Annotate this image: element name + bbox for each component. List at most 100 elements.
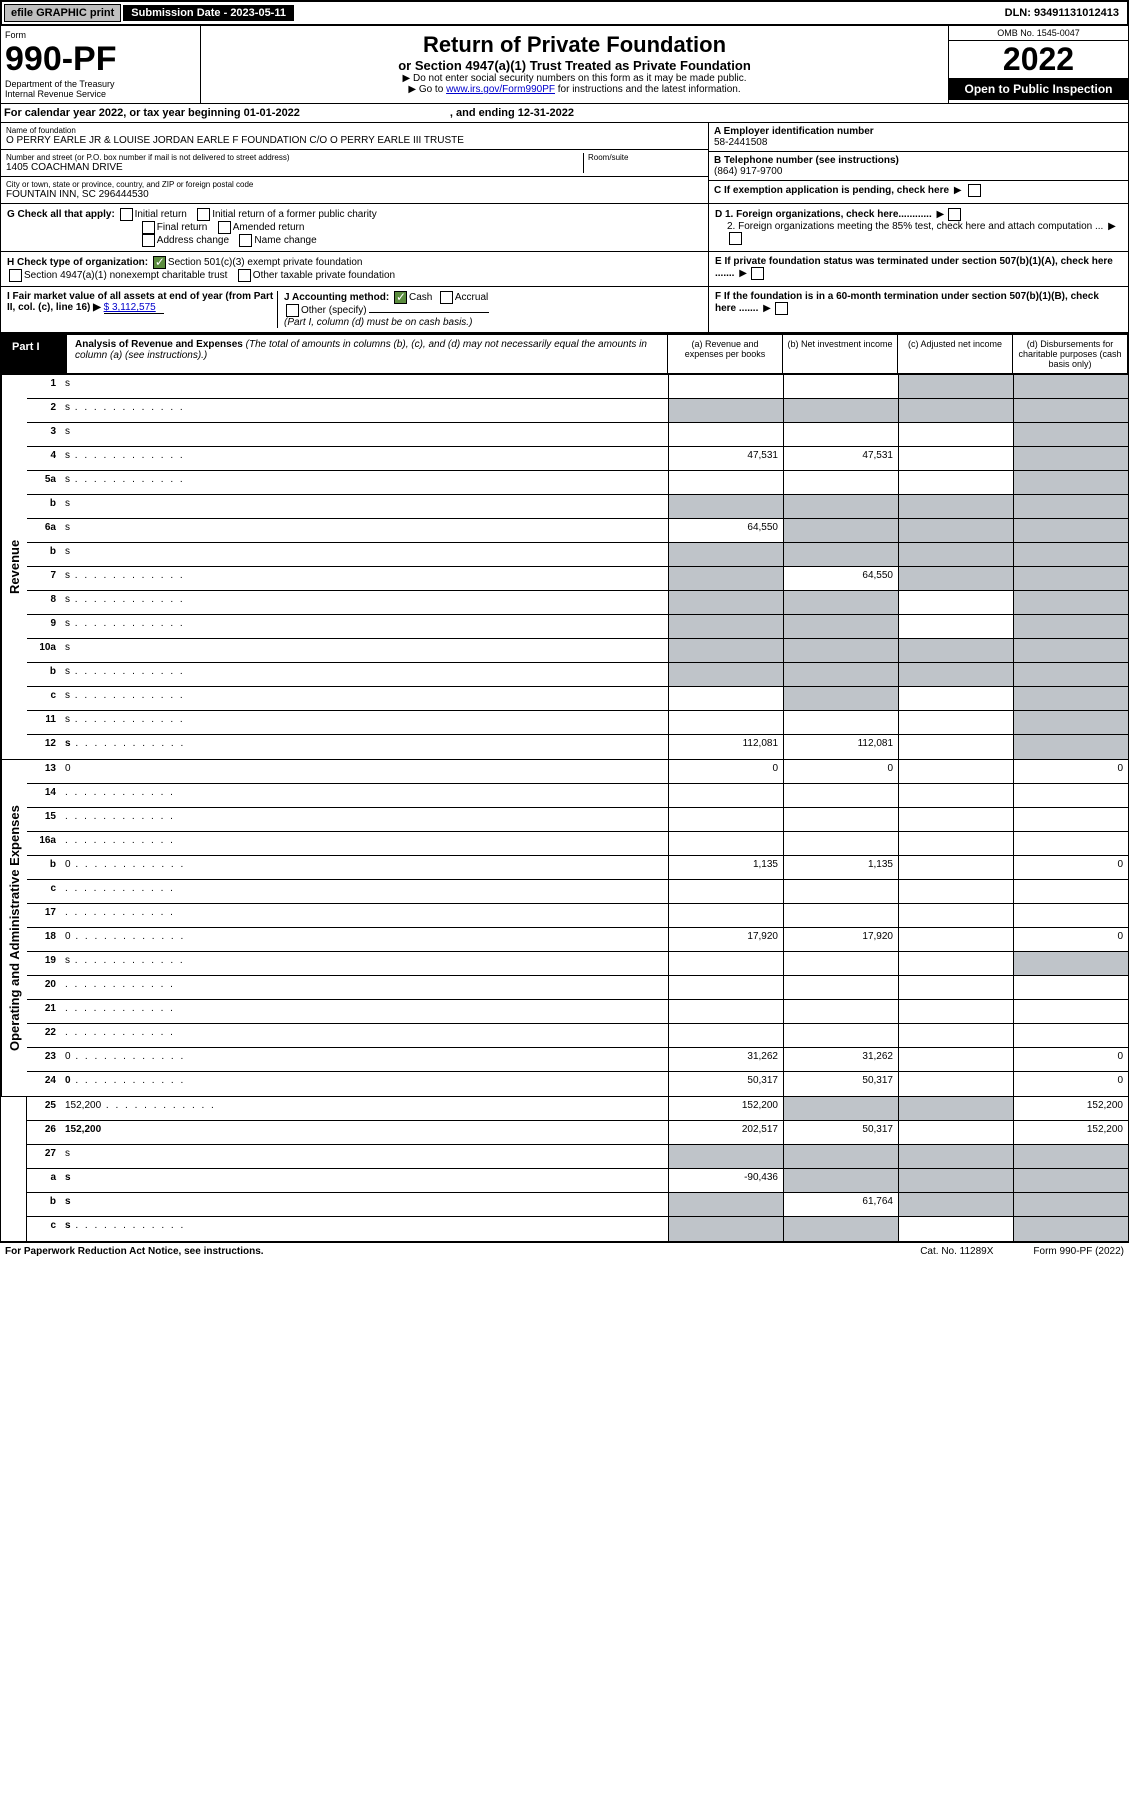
- cell-d: 0: [1013, 856, 1128, 879]
- row-desc: 0: [61, 760, 668, 783]
- row-num: 2: [27, 399, 61, 422]
- cash-chk[interactable]: [394, 291, 407, 304]
- footer-cat: Cat. No. 11289X: [920, 1246, 993, 1257]
- revenue-section: Revenue 1 s 2 s 3 s 4 s 47,53147,531 5a …: [0, 375, 1129, 760]
- omb: OMB No. 1545-0047: [949, 26, 1128, 41]
- g-opt-1: Initial return of a former public charit…: [212, 209, 377, 220]
- table-row: a s -90,436: [27, 1169, 1128, 1193]
- cell-d: [1013, 615, 1128, 638]
- cell-b: [783, 904, 898, 927]
- cell-a: [668, 1024, 783, 1047]
- cell-b: 50,317: [783, 1072, 898, 1096]
- table-row: b 0 1,1351,1350: [27, 856, 1128, 880]
- row-desc: 152,200: [61, 1121, 668, 1144]
- irs: Internal Revenue Service: [5, 89, 196, 99]
- cell-b: [783, 711, 898, 734]
- row-num: c: [27, 687, 61, 710]
- cell-d: [1013, 976, 1128, 999]
- foundation-name: O PERRY EARLE JR & LOUISE JORDAN EARLE F…: [6, 135, 703, 146]
- form-number: 990-PF: [5, 40, 196, 79]
- cell-a: [668, 687, 783, 710]
- row-desc: s: [61, 375, 668, 398]
- address-change-chk[interactable]: [142, 234, 155, 247]
- cell-b: [783, 495, 898, 518]
- row-desc: s: [61, 495, 668, 518]
- row-desc: s: [61, 591, 668, 614]
- c-label: C If exemption application is pending, c…: [714, 185, 949, 196]
- cell-a: 64,550: [668, 519, 783, 542]
- h1-chk[interactable]: [153, 256, 166, 269]
- amended-chk[interactable]: [218, 221, 231, 234]
- dept: Department of the Treasury: [5, 79, 196, 89]
- h2-text: Section 4947(a)(1) nonexempt charitable …: [24, 270, 227, 281]
- name-change-chk[interactable]: [239, 234, 252, 247]
- row-desc: [61, 880, 668, 903]
- h2-chk[interactable]: [9, 269, 22, 282]
- cell-b: [783, 832, 898, 855]
- row-num: 26: [27, 1121, 61, 1144]
- table-row: 23 0 31,26231,2620: [27, 1048, 1128, 1072]
- d1-chk[interactable]: [948, 208, 961, 221]
- open-public: Open to Public Inspection: [949, 78, 1128, 100]
- cell-d: [1013, 784, 1128, 807]
- f-chk[interactable]: [775, 302, 788, 315]
- cell-b: [783, 1000, 898, 1023]
- table-row: 13 0 000: [27, 760, 1128, 784]
- form-subtitle: or Section 4947(a)(1) Trust Treated as P…: [207, 58, 942, 73]
- cell-a: [668, 471, 783, 494]
- cell-c: [898, 519, 1013, 542]
- row-num: b: [27, 495, 61, 518]
- cell-c: [898, 591, 1013, 614]
- cell-c: [898, 375, 1013, 398]
- cell-b: [783, 1024, 898, 1047]
- col-c-hdr: (c) Adjusted net income: [897, 335, 1012, 373]
- row-num: 13: [27, 760, 61, 783]
- initial-return-chk[interactable]: [120, 208, 133, 221]
- cell-c: [898, 904, 1013, 927]
- row-num: 22: [27, 1024, 61, 1047]
- efile-btn[interactable]: efile GRAPHIC print: [4, 4, 121, 22]
- cell-d: [1013, 832, 1128, 855]
- col-a-hdr: (a) Revenue and expenses per books: [667, 335, 782, 373]
- cell-d: [1013, 471, 1128, 494]
- cell-a: 31,262: [668, 1048, 783, 1071]
- col-b-hdr: (b) Net investment income: [782, 335, 897, 373]
- cell-b: [783, 1097, 898, 1120]
- row-num: 16a: [27, 832, 61, 855]
- h1-text: Section 501(c)(3) exempt private foundat…: [168, 257, 363, 268]
- final-return-chk[interactable]: [142, 221, 155, 234]
- row-desc: s: [61, 567, 668, 590]
- fmv-value[interactable]: $ 3,112,575: [104, 302, 164, 314]
- h3-chk[interactable]: [238, 269, 251, 282]
- table-row: 4 s 47,53147,531: [27, 447, 1128, 471]
- cell-c: [898, 711, 1013, 734]
- cell-c: [898, 1193, 1013, 1216]
- cell-a: 50,317: [668, 1072, 783, 1096]
- cell-d: 0: [1013, 1072, 1128, 1096]
- row-desc: s: [61, 1193, 668, 1216]
- totals-section: 25 152,200 152,200152,200 26 152,200 202…: [0, 1097, 1129, 1242]
- cell-b: 17,920: [783, 928, 898, 951]
- footer-form: Form 990-PF (2022): [1033, 1246, 1124, 1257]
- e-chk[interactable]: [751, 267, 764, 280]
- cell-d: [1013, 735, 1128, 759]
- row-num: 25: [27, 1097, 61, 1120]
- cell-d: [1013, 1217, 1128, 1241]
- cell-c: [898, 784, 1013, 807]
- cell-b: 61,764: [783, 1193, 898, 1216]
- other-chk[interactable]: [286, 304, 299, 317]
- d2-chk[interactable]: [729, 232, 742, 245]
- d2-label: 2. Foreign organizations meeting the 85%…: [727, 221, 1103, 232]
- accrual-chk[interactable]: [440, 291, 453, 304]
- irs-link[interactable]: www.irs.gov/Form990PF: [446, 84, 555, 95]
- cell-b: [783, 639, 898, 662]
- table-row: b s: [27, 663, 1128, 687]
- table-row: 11 s: [27, 711, 1128, 735]
- initial-former-chk[interactable]: [197, 208, 210, 221]
- table-row: c s: [27, 687, 1128, 711]
- c-checkbox[interactable]: [968, 184, 981, 197]
- row-num: 9: [27, 615, 61, 638]
- cell-d: [1013, 1193, 1128, 1216]
- cell-a: 17,920: [668, 928, 783, 951]
- cell-c: [898, 447, 1013, 470]
